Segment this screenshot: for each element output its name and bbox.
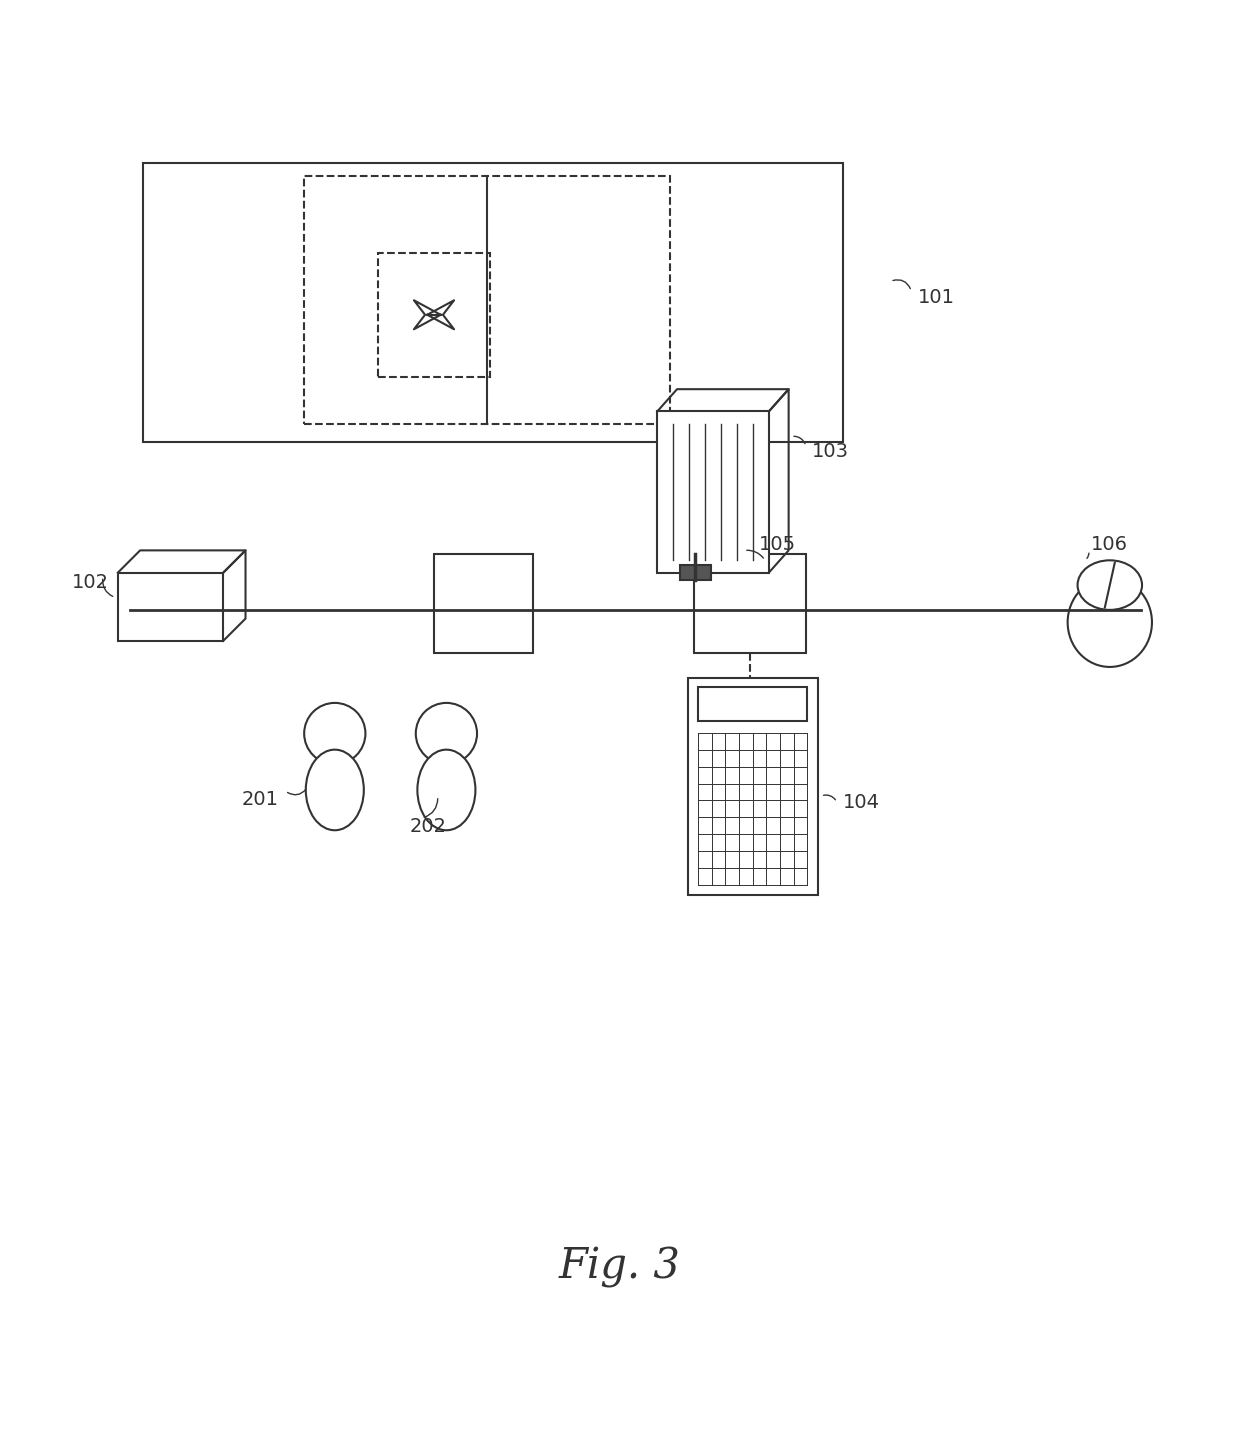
Bar: [143, 163, 843, 443]
Text: Fig. 3: Fig. 3: [559, 1247, 681, 1289]
Ellipse shape: [1068, 577, 1152, 667]
Text: 102: 102: [72, 573, 109, 592]
Bar: [304, 176, 670, 424]
Bar: [118, 573, 223, 641]
Ellipse shape: [306, 750, 363, 830]
Bar: [688, 678, 818, 895]
Bar: [434, 554, 533, 654]
Text: 201: 201: [242, 791, 279, 810]
Text: 101: 101: [918, 289, 955, 307]
Text: 202: 202: [409, 817, 446, 837]
Bar: [378, 253, 490, 377]
Bar: [657, 411, 769, 573]
Bar: [698, 687, 807, 722]
Text: 103: 103: [812, 442, 849, 460]
Text: 106: 106: [1091, 535, 1128, 554]
Bar: [694, 554, 806, 654]
Ellipse shape: [1078, 560, 1142, 610]
Bar: [680, 566, 711, 580]
Text: 104: 104: [843, 792, 880, 811]
Text: 105: 105: [759, 535, 796, 554]
Ellipse shape: [418, 750, 475, 830]
